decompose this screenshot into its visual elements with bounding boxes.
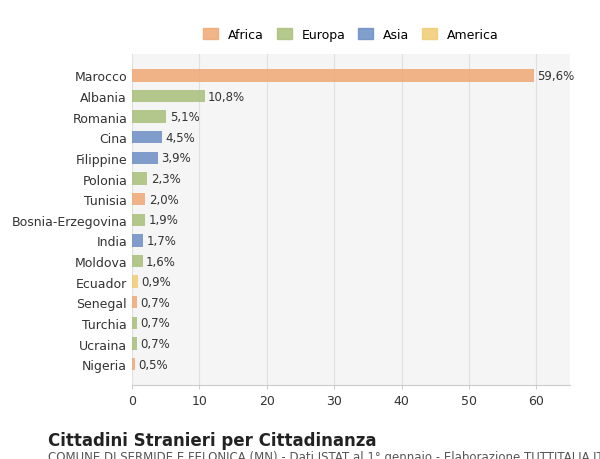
Text: 0,7%: 0,7% <box>140 296 170 309</box>
Bar <box>132 358 136 370</box>
Text: 3,9%: 3,9% <box>161 152 191 165</box>
Bar <box>132 194 145 206</box>
Bar <box>132 152 158 165</box>
Text: 5,1%: 5,1% <box>170 111 199 124</box>
Text: 1,7%: 1,7% <box>147 235 176 247</box>
Bar <box>132 235 143 247</box>
Text: 0,7%: 0,7% <box>140 317 170 330</box>
Legend: Africa, Europa, Asia, America: Africa, Europa, Asia, America <box>200 25 502 45</box>
Bar <box>132 70 533 83</box>
Text: 0,5%: 0,5% <box>139 358 169 371</box>
Bar <box>132 111 166 123</box>
Text: COMUNE DI SERMIDE E FELONICA (MN) - Dati ISTAT al 1° gennaio - Elaborazione TUTT: COMUNE DI SERMIDE E FELONICA (MN) - Dati… <box>48 450 600 459</box>
Text: 2,0%: 2,0% <box>149 193 179 206</box>
Text: 10,8%: 10,8% <box>208 90 245 103</box>
Bar <box>132 338 137 350</box>
Bar <box>132 214 145 226</box>
Bar <box>132 297 137 309</box>
Text: 0,9%: 0,9% <box>142 275 171 289</box>
Text: 0,7%: 0,7% <box>140 337 170 350</box>
Text: Cittadini Stranieri per Cittadinanza: Cittadini Stranieri per Cittadinanza <box>48 431 377 449</box>
Bar <box>132 91 205 103</box>
Text: 2,3%: 2,3% <box>151 173 181 185</box>
Bar <box>132 317 137 330</box>
Bar <box>132 173 148 185</box>
Text: 1,6%: 1,6% <box>146 255 176 268</box>
Bar <box>132 255 143 268</box>
Bar <box>132 132 163 144</box>
Text: 4,5%: 4,5% <box>166 132 196 145</box>
Bar <box>132 276 138 288</box>
Text: 59,6%: 59,6% <box>537 70 574 83</box>
Text: 1,9%: 1,9% <box>148 214 178 227</box>
